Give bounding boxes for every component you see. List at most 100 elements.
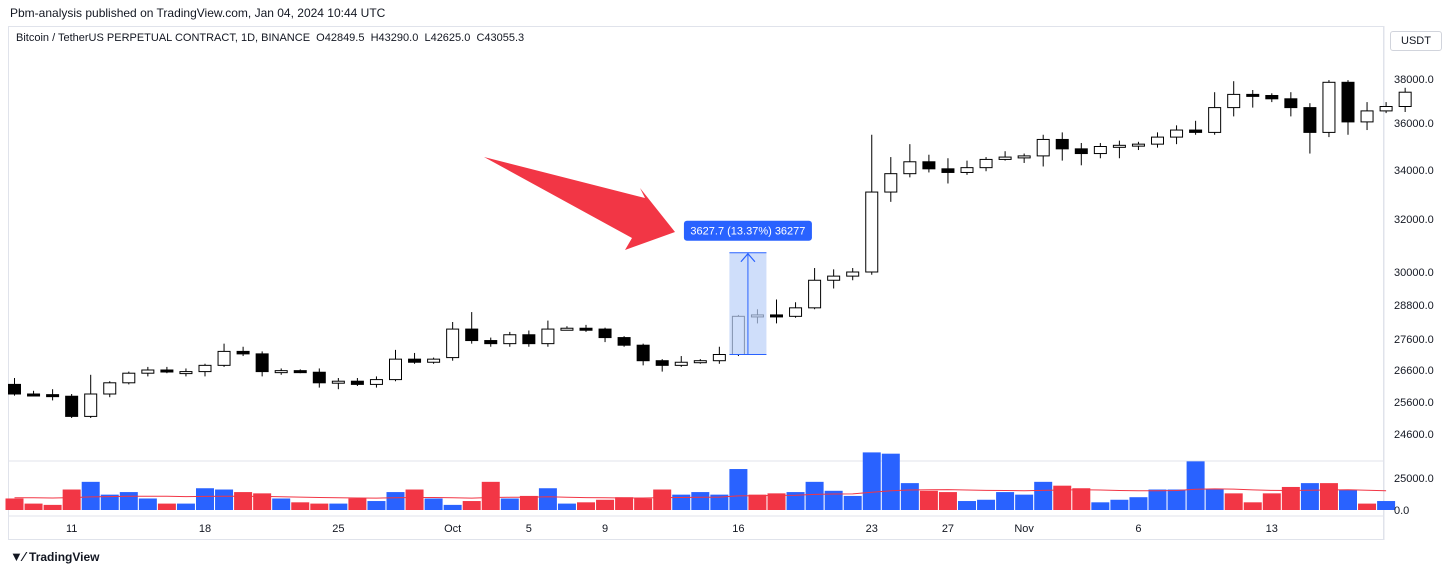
candle-body — [1017, 155, 1031, 159]
volume-bar — [348, 498, 367, 510]
volume-bar — [157, 503, 176, 510]
volume-bar — [881, 453, 900, 510]
candle-body — [1246, 93, 1260, 97]
candle-body — [1303, 107, 1317, 133]
volume-ma-line — [14, 488, 1387, 499]
volume-bar — [634, 498, 653, 510]
volume-bar — [1072, 488, 1091, 510]
candle-body — [598, 328, 612, 339]
volume-bar — [215, 489, 234, 510]
candle-body — [255, 353, 269, 373]
candle-body — [1074, 148, 1088, 155]
volume-bar — [291, 502, 310, 510]
volume-bar — [748, 494, 767, 510]
candle-body — [236, 350, 250, 355]
volume-bar — [729, 469, 748, 510]
candle-body — [1227, 93, 1241, 109]
candle-body — [1265, 95, 1279, 100]
candle-body — [674, 361, 688, 366]
candle-body — [1322, 81, 1336, 133]
candle-body — [922, 161, 936, 170]
candle-body — [141, 369, 155, 374]
volume-bar — [367, 501, 386, 510]
candle-body — [827, 275, 841, 281]
volume-bar — [1034, 481, 1053, 510]
volume-bar — [81, 481, 100, 510]
time-tick-label: 27 — [942, 523, 954, 535]
candle-body — [636, 344, 650, 362]
candle-body — [789, 307, 803, 317]
price-tick-label: 28800.0 — [1394, 300, 1434, 312]
volume-bar — [62, 489, 81, 510]
currency-unit-button[interactable]: USDT — [1390, 31, 1442, 51]
candle-body — [427, 358, 441, 363]
volume-bar — [138, 498, 157, 510]
volume-bar — [234, 492, 253, 510]
open-value: O42849.5 — [316, 32, 365, 44]
volume-bar — [919, 490, 938, 510]
candle-body — [1170, 129, 1184, 138]
volume-bar — [862, 452, 881, 510]
candle-body — [179, 371, 193, 375]
volume-bar — [500, 498, 519, 510]
candle-body — [1379, 106, 1393, 112]
volume-bar — [443, 504, 462, 510]
red-arrow-annotation — [484, 157, 675, 250]
candle-body — [808, 279, 822, 309]
candle-body — [465, 328, 479, 342]
candle-body — [1151, 136, 1164, 145]
volume-bar — [176, 503, 195, 510]
volume-bar — [1205, 489, 1224, 510]
candle-body — [1360, 110, 1374, 123]
volume-bar — [5, 498, 24, 510]
volume-bar — [405, 489, 424, 510]
volume-bar — [653, 489, 672, 510]
time-tick-label: 23 — [866, 523, 878, 535]
candle-body — [27, 393, 41, 397]
candle-body — [1208, 107, 1222, 133]
volume-bar — [996, 492, 1015, 510]
volume-bar — [577, 502, 595, 510]
price-tick-label: 34000.0 — [1394, 165, 1434, 177]
price-tick-label: 38000.0 — [1394, 74, 1434, 86]
candle-body — [979, 158, 993, 169]
price-tick-label: 32000.0 — [1394, 214, 1434, 226]
price-tick-label: 36000.0 — [1394, 118, 1434, 130]
close-value: C43055.3 — [476, 32, 525, 44]
volume-bar — [1319, 483, 1338, 510]
candle-body — [1055, 138, 1069, 150]
volume-bar — [805, 481, 824, 510]
candle-body — [446, 328, 460, 359]
time-tick-label: 25 — [332, 523, 344, 535]
brand-name: TradingView — [29, 549, 100, 564]
volume-bar — [710, 494, 729, 510]
volume-bar — [1243, 502, 1262, 510]
candle-body — [103, 382, 117, 395]
candle-body — [712, 354, 726, 362]
candle-body — [884, 173, 898, 193]
candle-body — [541, 328, 555, 345]
candle-body — [369, 379, 383, 385]
time-tick-label: Oct — [444, 523, 461, 535]
volume-bar — [272, 498, 291, 510]
candle-body — [217, 350, 231, 366]
volume-bar — [424, 498, 443, 510]
volume-bar — [1186, 461, 1205, 510]
symbol-name: Bitcoin / TetherUS PERPETUAL CONTRACT, 1… — [16, 32, 311, 44]
time-tick-label: 18 — [199, 523, 211, 535]
volume-bar — [786, 492, 805, 510]
candle-body — [693, 360, 707, 364]
volume-bar — [1377, 501, 1396, 510]
volume-bar — [1015, 494, 1034, 510]
measure-arrowhead — [740, 252, 756, 263]
candle-body — [655, 360, 669, 366]
candle-body — [198, 364, 212, 373]
volume-bar — [196, 488, 214, 510]
time-tick-label: 6 — [1135, 523, 1141, 535]
volume-bar — [557, 503, 576, 510]
candle-body — [998, 156, 1012, 160]
candle-body — [1341, 81, 1355, 123]
volume-bar — [43, 504, 62, 510]
candle-body — [293, 370, 307, 374]
